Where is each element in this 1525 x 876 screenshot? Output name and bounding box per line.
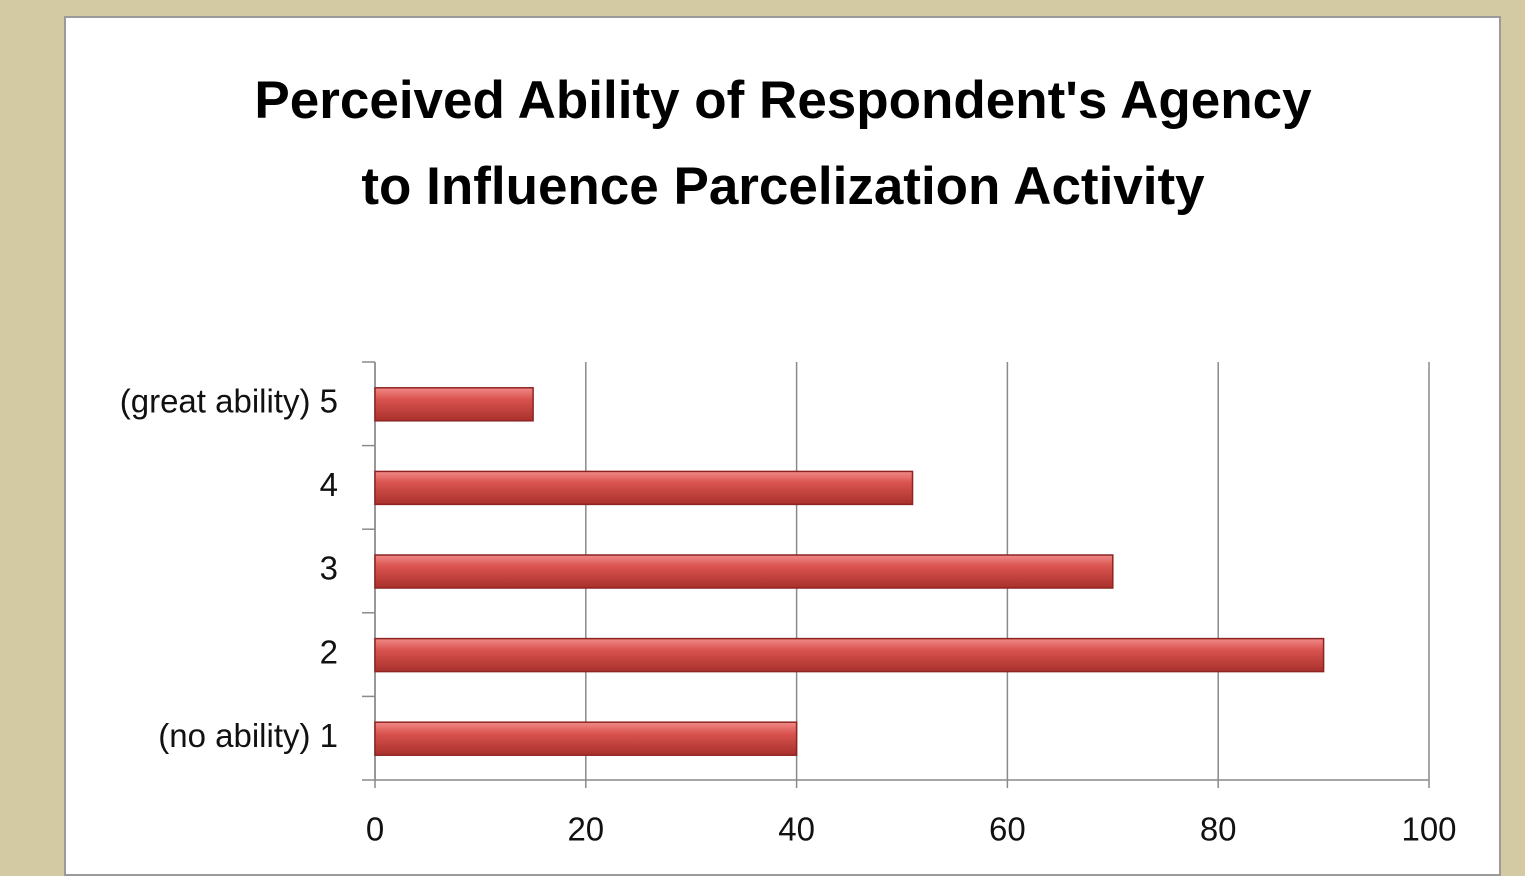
- y-tick-label: 3: [320, 550, 338, 587]
- y-tick-label: (great ability) 5: [120, 383, 338, 420]
- x-tick-label: 20: [567, 811, 604, 848]
- bar: [374, 637, 1325, 673]
- bar: [374, 470, 914, 506]
- x-tick-label: 80: [1200, 811, 1237, 848]
- y-tick-label: 4: [320, 466, 338, 503]
- x-tick-label: 60: [989, 811, 1026, 848]
- x-tick-label: 40: [778, 811, 815, 848]
- y-tick-label: (no ability) 1: [158, 717, 338, 754]
- bar: [374, 721, 798, 756]
- bar: [374, 387, 534, 422]
- bar: [374, 554, 1114, 589]
- x-tick-label: 100: [1401, 811, 1456, 848]
- x-tick-label: 0: [366, 811, 384, 848]
- chart-title: Perceived Ability of Respondent's Agency…: [254, 71, 1312, 216]
- y-tick-label: 2: [320, 633, 338, 670]
